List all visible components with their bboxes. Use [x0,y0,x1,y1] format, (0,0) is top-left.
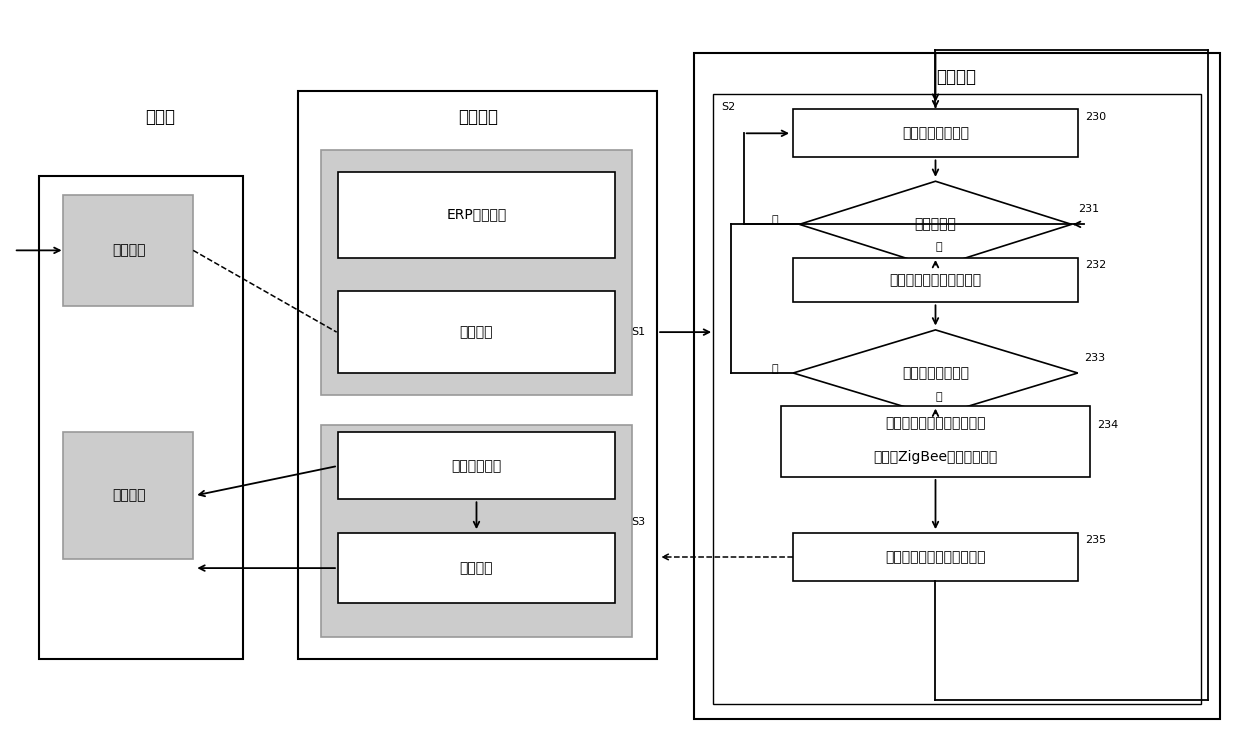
Text: 任务调控: 任务调控 [460,325,494,339]
Text: 是: 是 [936,242,942,252]
Bar [321,150,632,395]
Bar [694,54,1220,718]
Text: S2: S2 [722,102,735,112]
Text: 230: 230 [1085,112,1106,122]
Bar [339,172,615,258]
Polygon shape [800,181,1071,268]
Text: S3: S3 [631,517,646,527]
Text: 是: 是 [936,392,942,402]
Polygon shape [794,330,1078,416]
Text: ERP系统接口: ERP系统接口 [446,207,507,222]
Bar [713,94,1202,703]
Bar [794,258,1078,302]
Text: 235: 235 [1085,535,1106,545]
Text: 分析结果: 分析结果 [112,243,145,257]
Text: 任务状态读写，进行作业: 任务状态读写，进行作业 [889,273,982,287]
Bar [781,407,1090,477]
Text: 态通过ZigBee网络传播出去: 态通过ZigBee网络传播出去 [873,450,998,463]
Text: 233: 233 [1084,353,1105,363]
Text: 移动终端: 移动终端 [936,68,977,87]
Text: 生产记录: 生产记录 [112,489,145,503]
Text: 否: 否 [771,215,777,225]
Text: 控制中心: 控制中心 [458,107,497,125]
Text: 将生产状态反馈给控制中心: 将生产状态反馈给控制中心 [885,550,986,564]
Bar [38,176,243,659]
Text: 是否正常完成操作: 是否正常完成操作 [901,366,968,380]
Bar [299,90,657,659]
Bar [63,195,193,306]
Text: 任务状态读写，并将完成次: 任务状态读写，并将完成次 [885,416,986,430]
Bar [321,425,632,637]
Text: 数据库: 数据库 [145,107,175,125]
Text: 234: 234 [1097,420,1118,430]
Text: 反馈信息收集: 反馈信息收集 [451,459,502,473]
Bar [339,291,615,373]
Text: 初始化并接受任务: 初始化并接受任务 [901,126,968,140]
Bar [794,533,1078,581]
Bar [794,109,1078,157]
Text: S1: S1 [631,327,646,337]
Bar [339,533,615,604]
Text: 232: 232 [1085,260,1106,270]
Text: 231: 231 [1078,204,1099,215]
Text: 否: 否 [771,363,777,374]
Text: 是否可操作: 是否可操作 [915,217,956,231]
Bar [339,433,615,499]
Text: 分析数据: 分析数据 [460,562,494,575]
Bar [63,433,193,559]
